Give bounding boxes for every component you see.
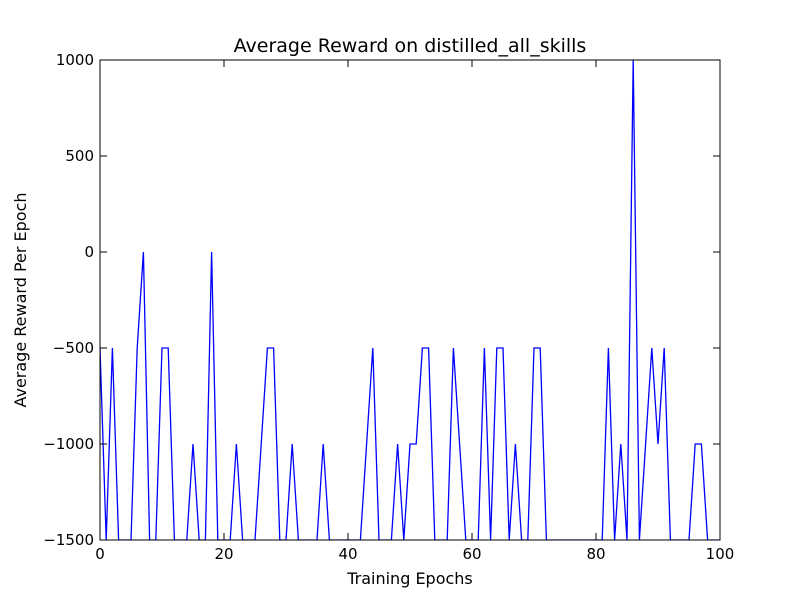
plot-frame — [99, 59, 721, 541]
x-tick-label: 0 — [95, 545, 105, 563]
x-tick-label: 80 — [586, 545, 605, 563]
x-tick-label: 60 — [462, 545, 481, 563]
y-tick-label: 1000 — [56, 51, 94, 69]
x-axis-title: Training Epochs — [346, 569, 473, 588]
x-tick-label: 20 — [214, 545, 233, 563]
y-tick-label: 0 — [84, 243, 94, 261]
y-tick-label: −500 — [53, 339, 94, 357]
series-line-0 — [100, 60, 720, 540]
x-tick-label: 100 — [706, 545, 735, 563]
plot-area — [100, 60, 720, 540]
y-tick-label: 500 — [65, 147, 94, 165]
y-tick-label: −1000 — [43, 435, 94, 453]
y-axis-title: Average Reward Per Epoch — [11, 192, 30, 407]
chart-title: Average Reward on distilled_all_skills — [234, 35, 587, 57]
x-tick-label: 40 — [338, 545, 357, 563]
y-tick-label: −1500 — [43, 531, 94, 549]
